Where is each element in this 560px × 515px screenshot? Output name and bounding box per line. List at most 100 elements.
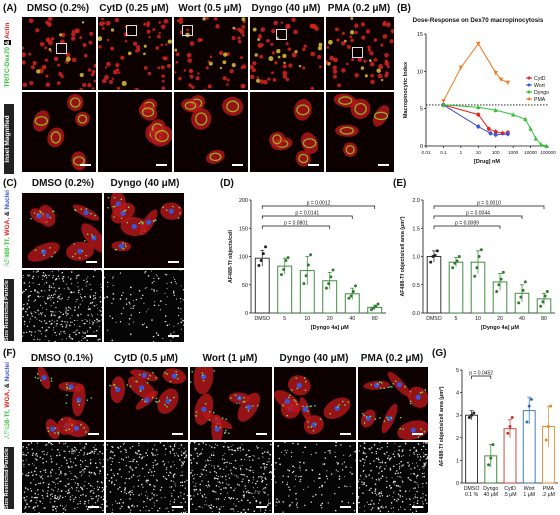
particle	[65, 283, 67, 285]
cell-nucleus	[168, 208, 174, 214]
cell-dot	[59, 33, 63, 37]
particle	[181, 461, 184, 464]
particle	[76, 275, 78, 277]
scale-bar	[256, 433, 267, 435]
panel-c-image-dyngo	[104, 193, 184, 268]
particle	[77, 306, 80, 308]
tf-speck	[49, 246, 51, 249]
particle	[193, 457, 195, 460]
cell-membrane	[272, 134, 282, 145]
panel-label-a: (A)	[3, 3, 17, 14]
particle	[50, 470, 52, 472]
particle	[320, 504, 322, 507]
particle	[398, 454, 400, 457]
particle	[177, 496, 180, 498]
particle	[153, 485, 155, 487]
particle	[69, 496, 72, 498]
scale-bar	[308, 164, 319, 166]
cell-body	[33, 110, 50, 132]
particle	[93, 298, 95, 300]
particle	[416, 465, 419, 467]
particle	[55, 325, 57, 327]
particle	[295, 498, 297, 500]
tf-speck	[314, 423, 317, 425]
particle	[239, 446, 242, 449]
x-tick-label: 100000	[540, 150, 556, 155]
particle	[23, 290, 25, 293]
particle	[119, 445, 122, 448]
data-point	[286, 256, 290, 260]
tf-speck	[66, 387, 69, 390]
particle	[201, 468, 203, 470]
legend-label-cytd: CytD	[534, 76, 546, 82]
cell-dot	[90, 72, 95, 77]
particle	[97, 488, 100, 491]
y-tick-label: 5	[456, 368, 459, 374]
particle	[202, 469, 205, 471]
y-axis-label: AF488-Tf objects/cell	[228, 229, 234, 283]
particle	[218, 511, 221, 513]
particle	[247, 481, 249, 483]
particle	[86, 488, 88, 490]
particle	[370, 447, 373, 449]
particle	[33, 479, 35, 481]
tf-speck	[52, 210, 55, 213]
cell-dot	[222, 60, 227, 65]
particle	[76, 487, 78, 489]
particle	[425, 462, 427, 464]
particle	[48, 285, 51, 287]
particle	[74, 496, 77, 499]
particle	[209, 471, 211, 473]
cell-body	[350, 98, 371, 120]
particle	[421, 501, 424, 503]
particle	[205, 484, 207, 487]
particle	[68, 483, 70, 485]
y-tick-label: 0.5	[412, 283, 420, 289]
particle	[89, 326, 91, 328]
cell-dot	[111, 77, 115, 81]
tf-speck	[155, 400, 157, 403]
particle	[169, 450, 171, 453]
particle	[110, 451, 112, 453]
cell-dot	[223, 52, 228, 57]
panel-c-particles-dmso	[22, 270, 102, 342]
particle	[365, 485, 368, 487]
particle	[359, 478, 361, 480]
panel-f-particles-dyngo	[274, 442, 356, 513]
particle	[254, 482, 257, 485]
particle	[100, 310, 102, 312]
cell-nucleus	[36, 213, 42, 219]
particle	[377, 478, 379, 479]
particle	[69, 498, 72, 501]
cell-dot	[333, 57, 338, 63]
tf-speck	[225, 429, 227, 431]
particle	[178, 455, 180, 457]
particle	[28, 471, 30, 474]
cell-nucleus	[91, 235, 97, 241]
particle	[119, 298, 122, 300]
x-tick-label: 40 μM	[484, 492, 499, 498]
cell-dot	[158, 21, 161, 24]
particle	[39, 304, 42, 306]
particle	[146, 482, 148, 484]
particle	[34, 458, 36, 460]
particle	[74, 475, 76, 477]
particle	[199, 475, 201, 478]
inset-box	[182, 25, 193, 36]
particle	[71, 479, 73, 481]
particle	[57, 297, 59, 299]
particle	[270, 470, 272, 473]
particle	[368, 474, 371, 476]
particle	[410, 468, 412, 470]
particle	[416, 482, 418, 484]
particle	[348, 455, 350, 457]
particle	[234, 459, 237, 462]
particle	[413, 498, 415, 499]
particle	[73, 453, 75, 455]
particle	[409, 509, 412, 511]
particle	[358, 487, 361, 489]
x-tick-label: CytD	[504, 486, 516, 492]
particle	[378, 467, 381, 469]
particle	[408, 465, 410, 467]
particle	[67, 483, 69, 486]
